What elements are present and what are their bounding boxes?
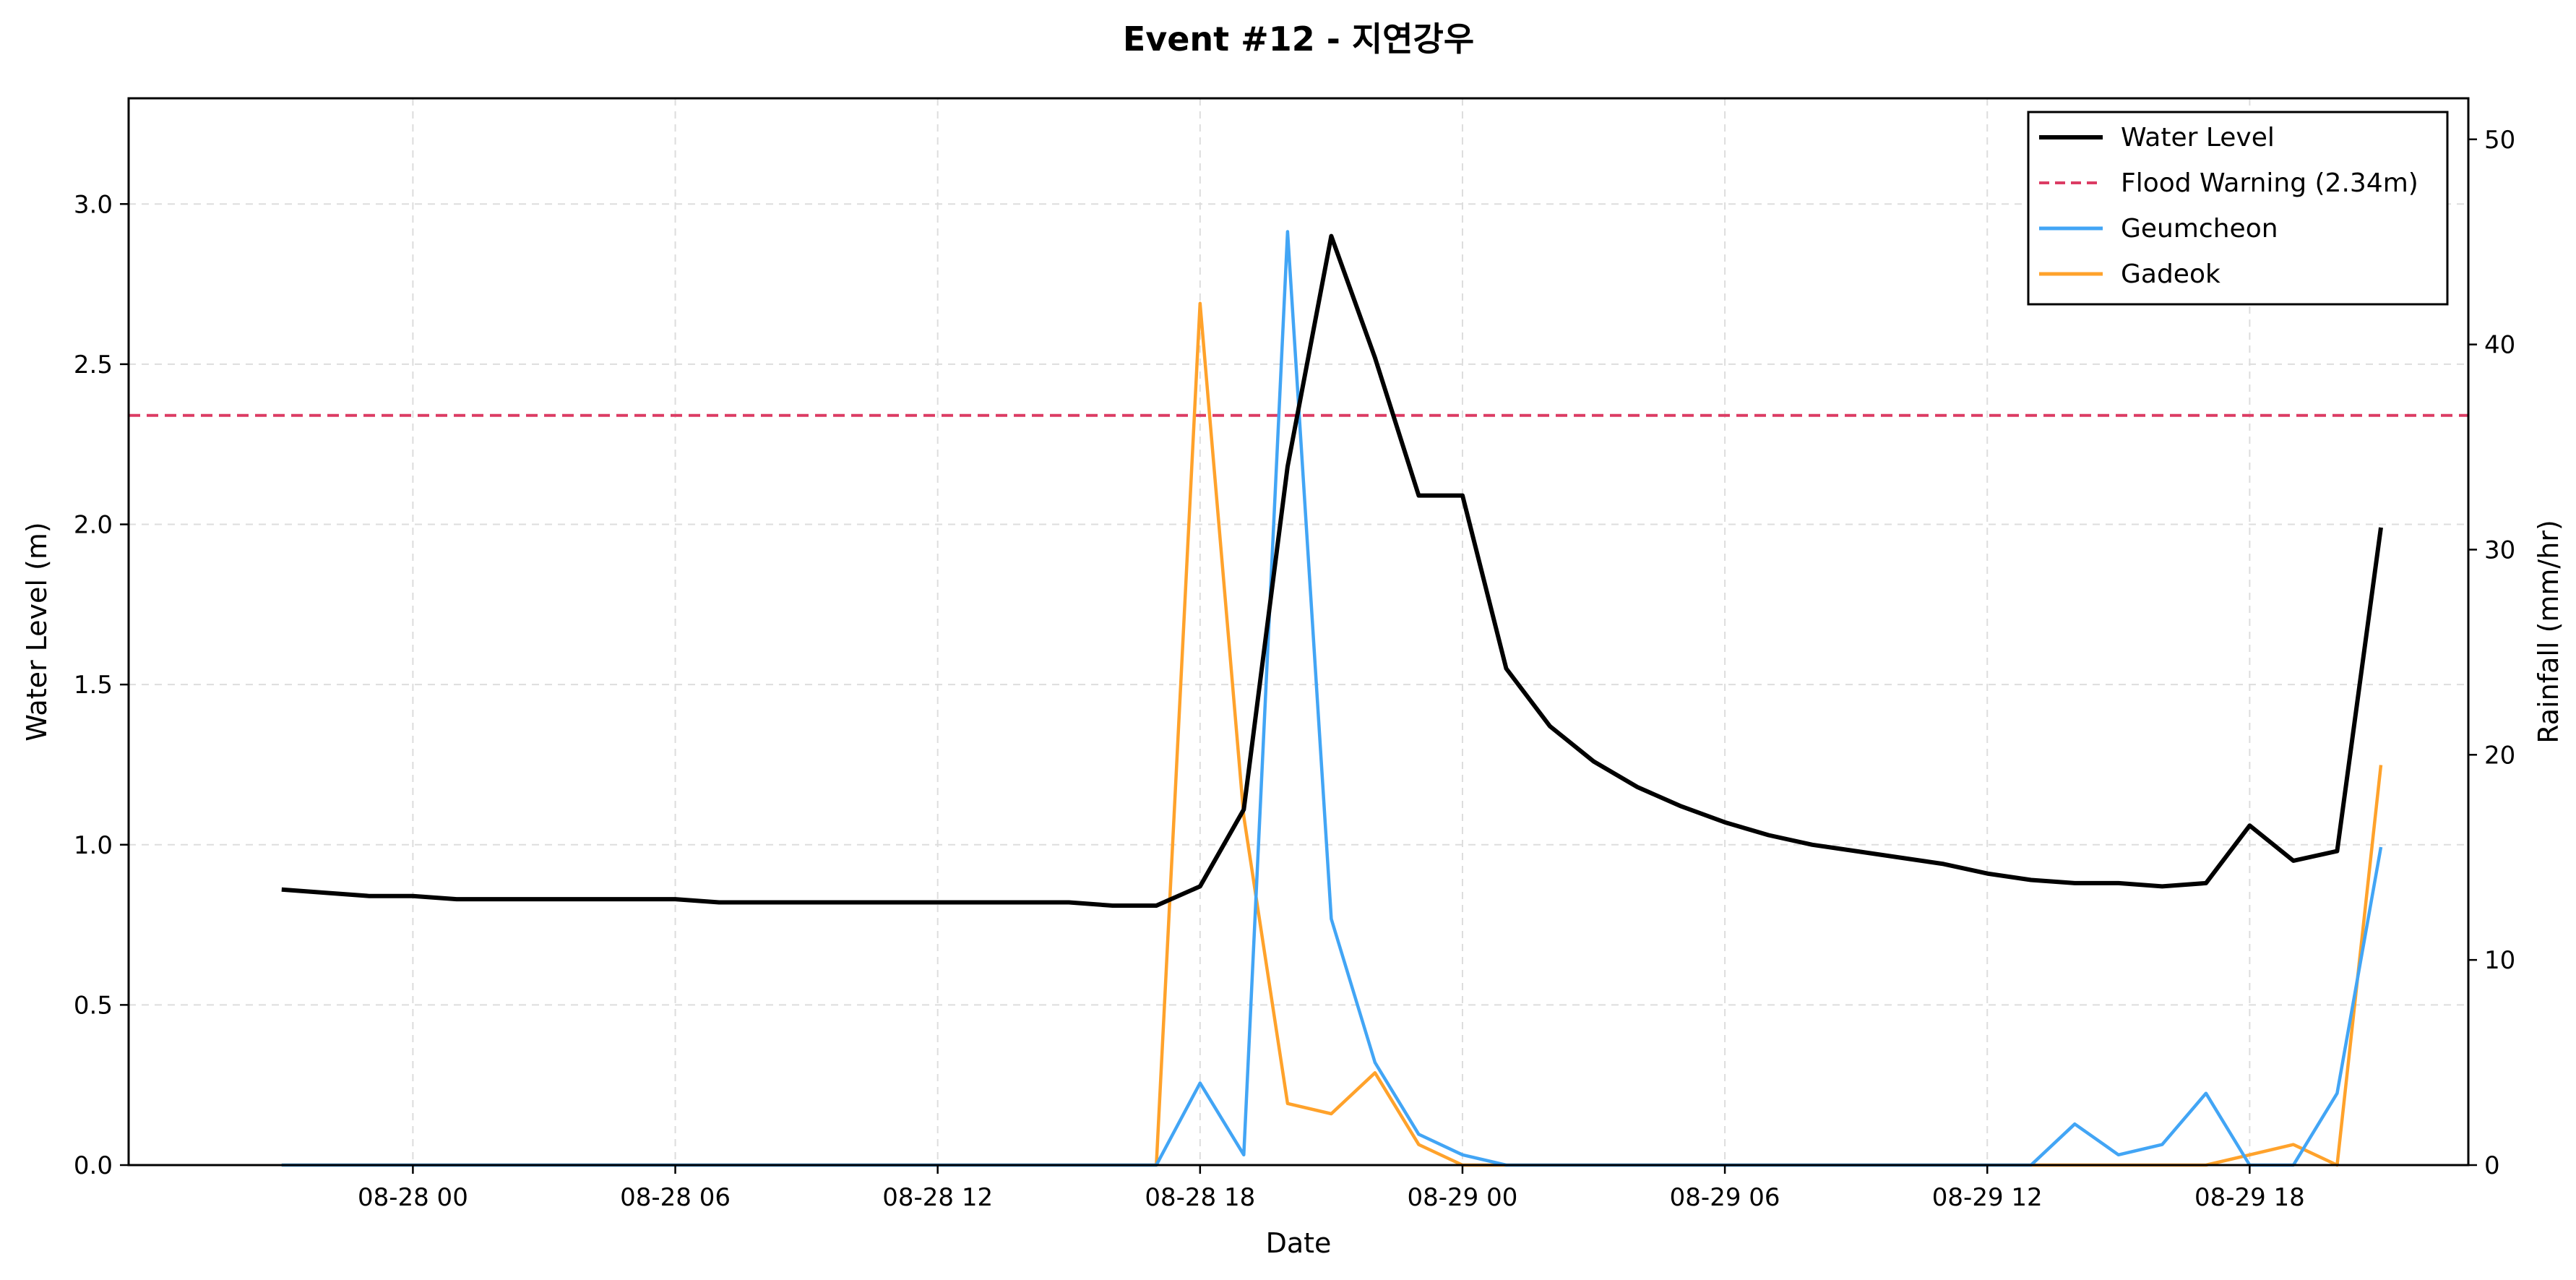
y-axis-right-label: Rainfall (mm/hr) <box>2533 520 2564 744</box>
chart-title: Event #12 - 지연강우 <box>1123 20 1474 59</box>
y-left-tick-label: 1.5 <box>74 671 113 700</box>
legend: Water Level Flood Warning (2.34m) Geumcheo… <box>2027 111 2449 306</box>
y-left-tick-label: 2.0 <box>74 511 113 540</box>
y-right-tick-label: 30 <box>2484 536 2515 564</box>
y-right-tick-label: 40 <box>2484 331 2515 360</box>
x-tick-label: 08-29 06 <box>1670 1183 1780 1212</box>
y-right-tick-label: 10 <box>2484 946 2515 975</box>
x-tick-label: 08-28 06 <box>620 1183 731 1212</box>
legend-label: Gadeok <box>2121 259 2220 289</box>
x-tick-label: 08-28 18 <box>1145 1183 1255 1212</box>
y-right-tick-label: 50 <box>2484 126 2515 155</box>
x-tick-label: 08-29 12 <box>1932 1183 2043 1212</box>
x-tick-label: 08-28 00 <box>358 1183 468 1212</box>
x-tick-label: 08-28 12 <box>882 1183 993 1212</box>
y-left-tick-label: 0.0 <box>74 1151 113 1180</box>
plot-frame <box>127 97 2470 1167</box>
y-axis-left-label: Water Level (m) <box>21 522 53 741</box>
x-axis-label: Date <box>1266 1227 1332 1259</box>
y-left-tick-label: 3.0 <box>74 190 113 219</box>
y-right-tick-label: 0 <box>2484 1151 2500 1180</box>
x-axis: 08-28 00 08-28 06 08-28 12 08-28 18 08-29 00… <box>358 1165 2305 1212</box>
legend-label: Water Level <box>2121 123 2275 153</box>
legend-label: Flood Warning (2.34m) <box>2121 168 2418 198</box>
y-left-tick-label: 1.0 <box>74 831 113 860</box>
grid-lines <box>129 98 2468 1165</box>
legend-label: Geumcheon <box>2121 214 2278 244</box>
y-left-tick-label: 0.5 <box>74 991 113 1020</box>
x-tick-label: 08-29 00 <box>1408 1183 1518 1212</box>
y-right-tick-label: 20 <box>2484 741 2515 770</box>
y-axis-right: 0 10 20 30 40 50 <box>2468 126 2515 1180</box>
water-level-series-line <box>281 233 2383 908</box>
x-tick-label: 08-29 18 <box>2194 1183 2305 1212</box>
y-left-tick-label: 2.5 <box>74 351 113 379</box>
y-axis-left: 0.0 0.5 1.0 1.5 2.0 2.5 3.0 <box>74 190 129 1180</box>
